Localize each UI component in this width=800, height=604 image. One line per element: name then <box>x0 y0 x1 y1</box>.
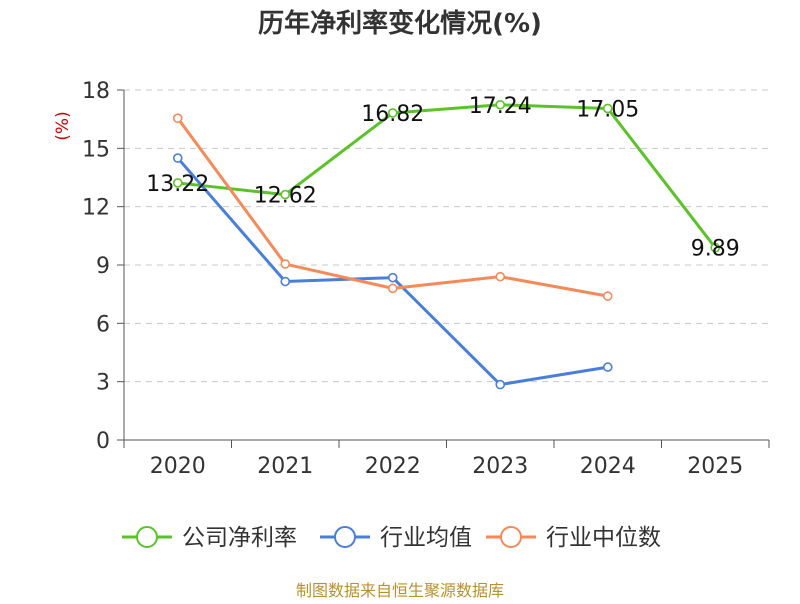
series-0-point-2022 <box>387 108 398 118</box>
legend-item-0[interactable]: 公司净利率 <box>122 525 297 551</box>
series-0-point-2024 <box>602 103 613 114</box>
series-0-point-2021 <box>280 189 291 200</box>
gridlines <box>124 89 769 383</box>
y-tick-label-3: 3 <box>96 371 110 396</box>
series-1-point-2020 <box>172 153 183 163</box>
data-label-2021: 12.62 <box>254 184 317 209</box>
x-tick-label-2021: 2021 <box>257 454 313 479</box>
data-label-2024: 17.05 <box>576 97 639 122</box>
legend-item-1[interactable]: 行业均值 <box>320 525 472 551</box>
series-0-point-2020 <box>172 178 183 188</box>
series-1-point-2023 <box>495 379 506 390</box>
y-tick-label-15: 15 <box>82 137 110 162</box>
series-0-point-2025 <box>710 242 721 253</box>
axes: 0 3 6 9 12 15 18 2020 2021 2022 2023 2024 2025 <box>82 79 770 479</box>
series-0-point-2023 <box>495 99 506 110</box>
series-2-point-2024 <box>602 291 613 301</box>
series-line-1 <box>176 157 608 387</box>
legend-marker-2 <box>500 526 522 548</box>
y-tick-label-0: 0 <box>96 429 110 454</box>
y-axis-unit-label: (%) <box>53 111 73 140</box>
series-2-point-2020 <box>172 113 183 123</box>
legend-label-0: 公司净利率 <box>182 525 297 551</box>
x-tick-label-2024: 2024 <box>580 454 636 479</box>
data-labels: 13.22 12.62 16.82 17.24 17.05 9.89 <box>146 94 739 262</box>
series-1-point-2022 <box>387 272 398 283</box>
series-2-point-2021 <box>280 259 291 269</box>
data-label-2020: 13.22 <box>146 172 209 197</box>
data-label-2023: 17.24 <box>469 94 532 119</box>
series-1-point-2021 <box>280 276 291 287</box>
x-tick-label-2020: 2020 <box>150 454 206 479</box>
x-tick-label-2022: 2022 <box>365 454 421 479</box>
y-tick-label-18: 18 <box>82 79 110 104</box>
x-tick-label-2023: 2023 <box>472 454 528 479</box>
series-line-0 <box>177 103 717 249</box>
y-tick-label-6: 6 <box>96 312 110 337</box>
chart-title: 历年净利率变化情况(%) <box>258 8 542 39</box>
series-2-point-2022 <box>387 283 398 294</box>
source-note: 制图数据来自恒生聚源数据库 <box>296 581 504 600</box>
y-tick-label-12: 12 <box>82 196 110 221</box>
y-tick-label-9: 9 <box>96 254 110 279</box>
data-label-2025: 9.89 <box>691 237 740 262</box>
series-2-point-2023 <box>495 271 506 282</box>
x-tick-label-2025: 2025 <box>687 454 743 479</box>
legend-label-2: 行业中位数 <box>546 525 661 551</box>
legend-label-1: 行业均值 <box>380 525 472 551</box>
legend-marker-1 <box>334 526 356 548</box>
legend-item-2[interactable]: 行业中位数 <box>486 525 661 551</box>
series-1-point-2024 <box>602 362 613 372</box>
legend[interactable]: 公司净利率 行业均值 行业中位数 <box>122 525 661 551</box>
series <box>172 99 721 390</box>
legend-marker-0 <box>136 526 158 548</box>
data-label-2022: 16.82 <box>361 102 424 127</box>
